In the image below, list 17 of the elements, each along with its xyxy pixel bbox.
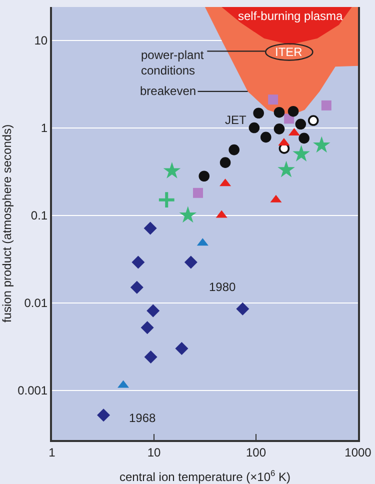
x-tick-label: 1000 [344,445,372,460]
y-tick-label: 0.01 [24,296,48,310]
annotation: 1968 [129,411,156,425]
annotation: breakeven [140,84,196,98]
y-tick-label: 10 [34,33,48,48]
annotation: 1980 [209,280,236,294]
annotation: power-plant conditions [141,48,204,78]
x-axis-title: central ion temperature (×10$^{6}$ K) [119,468,291,484]
annotation: self-burning plasma [238,9,344,23]
y-axis-title: fusion product (atmosphere seconds) [0,124,14,323]
y-tick-label: 1 [40,120,48,135]
x-tick-label: 100 [246,445,266,460]
annotation: JET [225,113,248,127]
y-tick-label: 0.001 [18,383,48,398]
x-tick-label: 10 [147,445,161,460]
annotation: ITER [275,45,303,59]
y-tick-label: 0.1 [30,208,48,222]
